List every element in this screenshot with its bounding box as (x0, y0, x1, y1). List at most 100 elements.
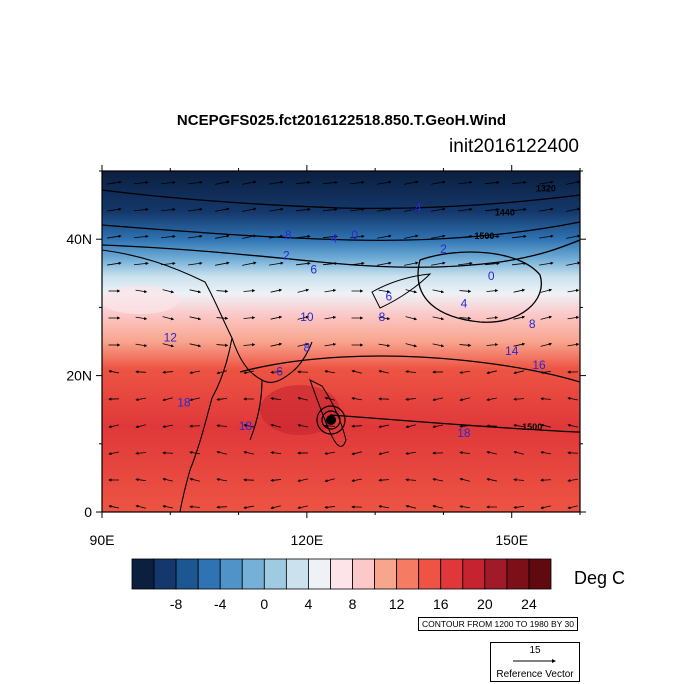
temperature-field (102, 171, 580, 512)
wind-arrow (405, 451, 417, 455)
wind-arrow (135, 504, 146, 509)
height-contour (102, 221, 580, 242)
wind-arrow (107, 207, 122, 212)
wind-arrow (405, 316, 418, 321)
wind-arrow (377, 261, 392, 266)
wind-arrow (459, 370, 471, 374)
wind-arrow (404, 261, 419, 266)
wind-arrow (162, 451, 174, 455)
wind-arrow (405, 478, 417, 482)
wind-arrow (459, 316, 472, 320)
wind-arrow (404, 180, 419, 185)
wind-arrow (432, 316, 445, 321)
wind-arrow (540, 397, 552, 401)
wind-arrow (108, 504, 119, 509)
wind-arrow (378, 369, 389, 374)
wind-arrow (160, 261, 176, 266)
colorbar-tick-label: -4 (214, 596, 227, 612)
colorbar-unit: Deg C (574, 568, 626, 588)
wind-arrow (296, 180, 311, 185)
wind-arrow (162, 477, 173, 482)
temperature-label: 10 (300, 310, 314, 324)
wind-arrow (540, 370, 552, 374)
wind-arrow (189, 505, 201, 509)
temperature-label: 2 (440, 242, 447, 256)
typhoon-center (326, 415, 336, 425)
wind-arrow (378, 478, 390, 482)
map-subtitle: init2016122400 (449, 136, 579, 157)
wind-arrow (404, 234, 419, 239)
japan-outline (371, 273, 432, 309)
wind-arrow (188, 261, 203, 266)
wind-arrow (215, 180, 230, 185)
wind-arrow (215, 234, 230, 239)
height-contour-label: 1440 (495, 207, 515, 217)
colorbar-swatch (175, 558, 199, 590)
wind-arrow (322, 207, 338, 212)
wind-arrow (567, 478, 578, 483)
wind-arrow (189, 343, 202, 348)
colorbar-swatch (285, 558, 309, 590)
wind-arrow (133, 207, 149, 212)
wind-arrow (162, 424, 173, 429)
wind-arrow (162, 289, 175, 294)
colorbar-swatch (506, 558, 530, 590)
wind-arrow (108, 451, 119, 456)
height-contour-label: 1500 (522, 422, 542, 432)
height-contour (102, 189, 580, 210)
wind-arrow (512, 207, 527, 212)
wind-arrow (567, 451, 579, 455)
typhoon-contour (316, 405, 346, 435)
wind-arrow (405, 424, 416, 429)
temperature-label: 18 (239, 419, 253, 433)
wind-arrow (160, 234, 176, 239)
colorbar-swatch (352, 558, 375, 590)
temperature-label: 8 (529, 317, 536, 331)
wind-arrow (135, 343, 148, 348)
colorbar-tick-label: 0 (260, 596, 268, 612)
wind-arrow (162, 370, 174, 374)
wind-arrow (133, 261, 149, 266)
wind-arrow (324, 396, 335, 401)
colorbar-swatch (263, 558, 287, 590)
colorbar-swatch (418, 558, 442, 590)
wind-arrow (432, 397, 443, 402)
typhoon-contour (321, 410, 341, 430)
wind-arrow (243, 370, 254, 375)
wind-arrow (459, 289, 472, 293)
wind-arrow (215, 261, 230, 266)
reference-vector-label: Reference Vector (496, 669, 574, 680)
colorbar-swatch (153, 558, 177, 590)
wind-arrow (243, 343, 256, 347)
wind-arrow (243, 289, 256, 293)
wind-arrow (459, 397, 470, 402)
philippines-outline (309, 378, 347, 447)
wind-arrow (377, 180, 392, 185)
wind-arrow (135, 478, 147, 482)
wind-arrow (189, 477, 200, 482)
colorbar-tick-label: 16 (433, 596, 449, 612)
wind-arrow (431, 261, 446, 266)
wind-arrow (377, 234, 392, 239)
wind-arrow (133, 180, 149, 185)
temperature-label: 6 (385, 290, 392, 304)
wind-arrow (297, 478, 308, 483)
reference-vector-arrow (513, 659, 556, 663)
wind-arrow (513, 315, 526, 320)
wind-arrow (322, 180, 338, 185)
cool-plateau-patch (102, 286, 180, 314)
height-contour-labels: 1320 1440 1500 1500 (474, 183, 555, 432)
height-contour (417, 251, 542, 323)
wind-arrow (486, 477, 497, 482)
wind-arrow (324, 369, 335, 374)
wind-arrow (297, 342, 310, 347)
height-contour-label: 1500 (474, 231, 494, 241)
wind-arrow (486, 343, 499, 347)
colorbar-swatch (131, 558, 155, 590)
temperature-label: 0 (488, 269, 495, 283)
wind-arrow (540, 505, 551, 510)
wind-arrow (135, 397, 146, 402)
height-contour (239, 355, 580, 383)
